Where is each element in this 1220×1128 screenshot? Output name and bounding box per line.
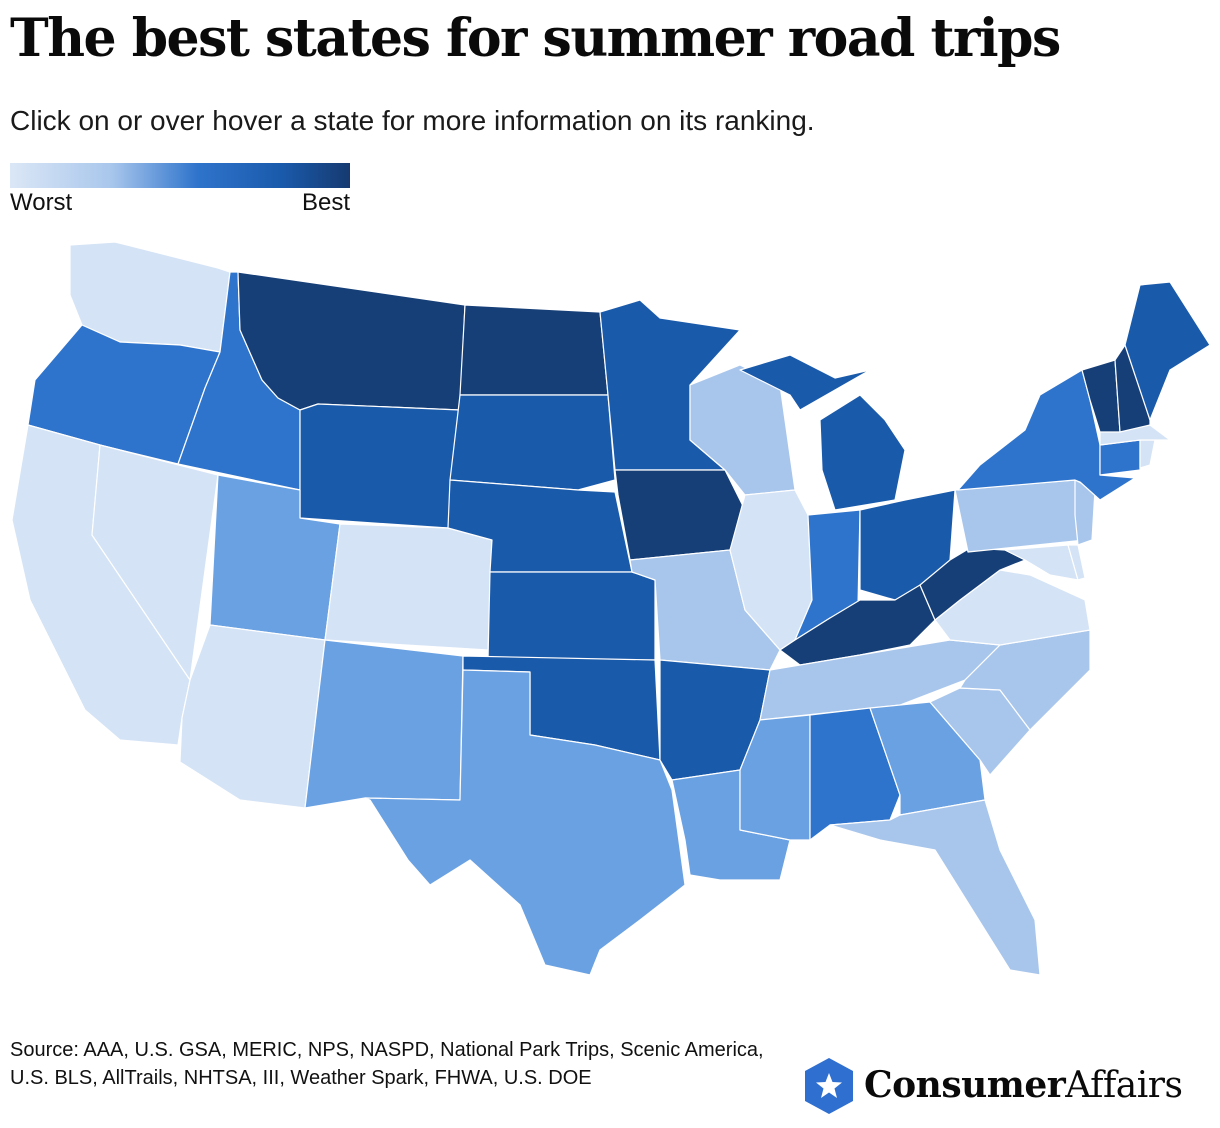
legend-low-label: Worst — [10, 189, 73, 216]
state-maryland[interactable]: Maryland — [1004, 544, 1079, 581]
state-florida[interactable]: Florida — [829, 799, 1041, 976]
source-note: Source: AAA, U.S. GSA, MERIC, NPS, NASPD… — [10, 1039, 764, 1089]
state-south-dakota[interactable]: South Dakota — [449, 394, 616, 491]
state-pennsylvania[interactable]: Pennsylvania — [954, 479, 1086, 553]
state-north-dakota[interactable]: North Dakota — [459, 304, 609, 396]
us-states-map: WashingtonOregonCaliforniaNevadaIdahoMon… — [11, 241, 1211, 976]
state-kansas[interactable]: Kansas — [487, 571, 656, 661]
brand-bold: Consumer — [864, 1064, 1066, 1106]
state-rhode-island[interactable]: Rhode Island — [1139, 439, 1156, 469]
legend-gradient-bar — [10, 163, 350, 188]
state-new-mexico[interactable]: New Mexico — [304, 639, 464, 809]
star-hexagon-icon — [805, 1058, 853, 1114]
brand-wordmark: ConsumerAffairs — [864, 1064, 1183, 1106]
state-iowa[interactable]: Iowa — [614, 469, 746, 561]
page-title: The best states for summer road trips — [10, 8, 1061, 69]
state-new-hampshire[interactable]: New Hampshire — [1114, 344, 1151, 433]
state-maine[interactable]: Maine — [1124, 281, 1211, 421]
state-wyoming[interactable]: Wyoming — [299, 403, 461, 529]
state-vermont[interactable]: Vermont — [1081, 359, 1121, 433]
state-montana[interactable]: Montana — [237, 271, 466, 411]
state-michigan[interactable]: Michigan — [739, 354, 906, 511]
page-subtitle: Click on or over hover a state for more … — [10, 105, 815, 136]
state-delaware[interactable]: Delaware — [1067, 544, 1086, 581]
brand-regular: Affairs — [1065, 1065, 1183, 1106]
state-texas[interactable]: Texas — [364, 669, 686, 976]
consumeraffairs-logo: ConsumerAffairs — [802, 1056, 1212, 1116]
state-colorado[interactable]: Colorado — [324, 523, 493, 651]
state-arizona[interactable]: Arizona — [179, 624, 326, 809]
state-connecticut[interactable]: Connecticut — [1099, 439, 1141, 476]
legend-high-label: Best — [301, 189, 350, 216]
